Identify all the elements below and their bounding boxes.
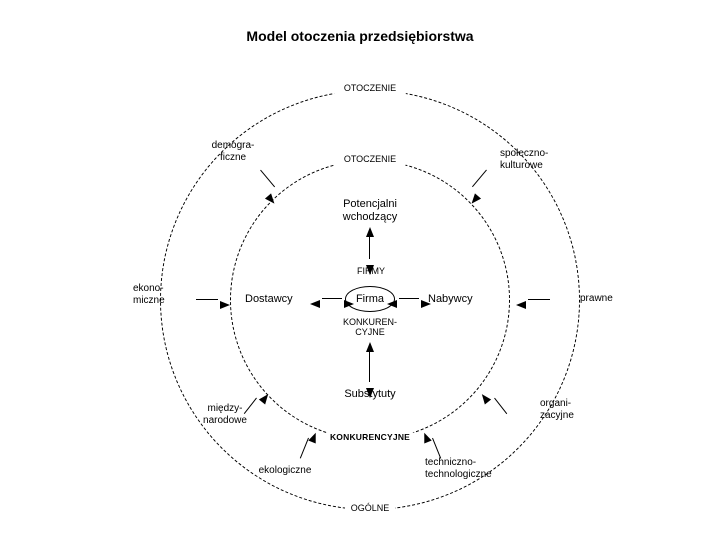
arrow-head-icon (310, 300, 320, 308)
factor-sse: techniczno- technologiczne (425, 457, 525, 480)
inner-label-bottom: KONKUREN- CYJNE (337, 317, 403, 338)
arrow-head-icon (366, 388, 374, 398)
arrow-line (528, 299, 550, 300)
factor-nw: demogra- ficzne (198, 140, 268, 163)
arrow-line (369, 348, 370, 382)
arrow-line (196, 299, 218, 300)
arrow-head-icon (516, 301, 526, 309)
middle-ring-label-top: OTOCZENIE (333, 154, 407, 164)
outer-ring-label-top: OTOCZENIE (333, 83, 407, 93)
arrow-head-icon (421, 300, 431, 308)
diagram-stage: Model otoczenia przedsiębiorstwa OTOCZEN… (0, 0, 720, 540)
center-firm-oval: Firma (345, 286, 395, 312)
arrow-line (399, 298, 419, 299)
arrow-head-icon (366, 342, 374, 352)
outer-ring-label-bottom: OGÓLNE (340, 503, 400, 513)
factor-e: prawne (580, 293, 640, 305)
arrow-line (322, 298, 342, 299)
factor-ne: społeczno- kulturowe (500, 148, 580, 171)
force-right: Nabywcy (428, 293, 498, 306)
middle-ring-label-bottom: KONKUREN­CYJNE (322, 433, 418, 443)
arrow-head-icon (366, 265, 374, 275)
force-left: Dostawcy (245, 293, 315, 306)
factor-w: ekono- miczne (133, 283, 189, 306)
arrow-head-icon (220, 301, 230, 309)
factor-se: organi- zacyjne (540, 398, 610, 421)
arrow-head-icon (366, 227, 374, 237)
factor-ssw: ekologiczne (245, 465, 325, 477)
force-top: Potencjalni wchodzący (320, 198, 420, 223)
arrow-head-icon (344, 300, 354, 308)
page-title: Model otoczenia przedsiębiorstwa (0, 28, 720, 44)
arrow-head-icon (387, 300, 397, 308)
center-firm-label: Firma (356, 293, 384, 305)
